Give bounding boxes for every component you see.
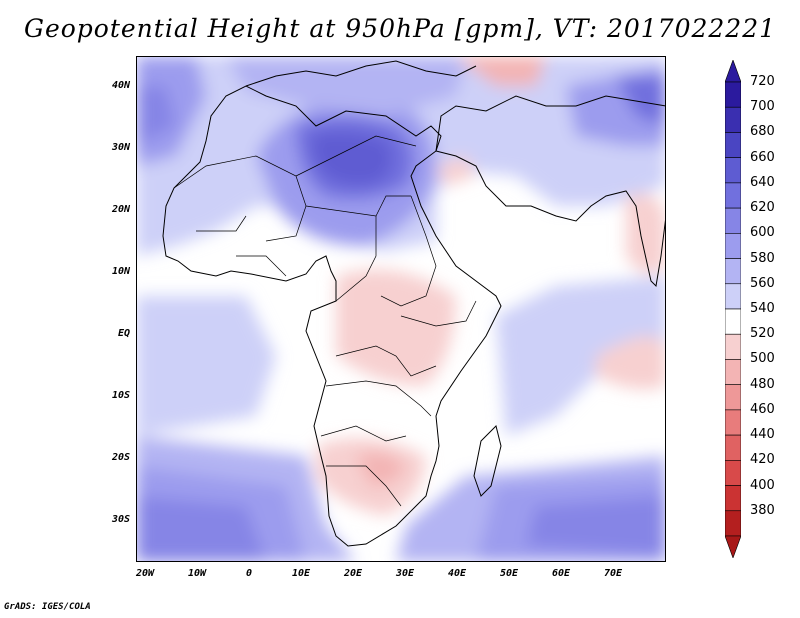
colorbar-segment <box>725 359 741 385</box>
lon-label-0: 0 <box>245 568 253 579</box>
lon-label-10e: 10E <box>291 568 311 579</box>
colorbar-label: 560 <box>750 275 775 291</box>
colorbar-label: 500 <box>750 351 775 367</box>
lon-label-30e: 30E <box>395 568 415 579</box>
colorbar-segment <box>725 132 741 158</box>
colorbar-label: 480 <box>750 376 775 392</box>
colorbar-label: 680 <box>750 124 775 140</box>
lat-label-10s: 10S <box>111 390 130 401</box>
colorbar-label: 380 <box>750 502 775 518</box>
colorbar-segment <box>725 207 741 234</box>
lat-label-30n: 30N <box>111 142 130 153</box>
colorbar-segment <box>725 182 741 209</box>
lon-label-10w: 10W <box>187 568 207 579</box>
colorbar <box>725 60 741 558</box>
lat-label-20s: 20S <box>111 452 130 463</box>
lat-label-30s: 30S <box>111 514 130 525</box>
lon-label-50e: 50E <box>499 568 519 579</box>
map-frame <box>136 56 666 562</box>
colorbar-segment <box>725 157 741 184</box>
lat-label-10n: 10N <box>111 266 130 277</box>
lon-label-20w: 20W <box>135 568 155 579</box>
colorbar-segment <box>725 106 741 133</box>
lon-label-20e: 20E <box>343 568 363 579</box>
colorbar-segment <box>725 460 741 486</box>
colorbar-segment <box>725 333 741 360</box>
colorbar-segment <box>725 81 741 108</box>
colorbar-label: 440 <box>750 427 775 443</box>
grads-credit: GrADS: IGES/COLA <box>4 602 91 612</box>
geopotential-map <box>136 56 666 562</box>
colorbar-label: 620 <box>750 200 775 216</box>
colorbar-label: 640 <box>750 174 775 190</box>
colorbar-label: 580 <box>750 250 775 266</box>
colorbar-segment <box>725 510 741 537</box>
height-field <box>136 56 666 562</box>
lat-label-40n: 40N <box>111 80 130 91</box>
colorbar-segment <box>725 233 741 259</box>
colorbar-label: 400 <box>750 477 775 493</box>
colorbar-segment <box>725 308 741 335</box>
coastlines <box>162 60 666 547</box>
lat-label-20n: 20N <box>111 204 130 215</box>
colorbar-segment <box>725 258 741 285</box>
colorbar-label: 420 <box>750 452 775 468</box>
colorbar-bottom-arrow <box>725 535 741 558</box>
colorbar-label: 700 <box>750 99 775 115</box>
colorbar-label: 660 <box>750 149 775 165</box>
borders <box>173 135 477 507</box>
colorbar-label: 540 <box>750 301 775 316</box>
colorbar-label: 460 <box>750 401 775 417</box>
colorbar-segment <box>725 283 741 310</box>
colorbar-label: 720 <box>750 74 775 89</box>
lon-label-40e: 40E <box>447 568 467 579</box>
map-title: Geopotential Height at 950hPa [gpm], VT:… <box>23 14 777 43</box>
colorbar-label: 600 <box>750 225 775 241</box>
colorbar-label: 520 <box>750 326 775 342</box>
colorbar-segment <box>725 434 741 461</box>
lon-label-70e: 70E <box>603 568 623 579</box>
lon-label-60e: 60E <box>551 568 571 579</box>
colorbar-segment <box>725 384 741 411</box>
colorbar-top-arrow <box>725 60 741 83</box>
colorbar-segment <box>725 409 741 436</box>
colorbar-segment <box>725 485 741 512</box>
lat-label-eq: EQ <box>117 328 130 339</box>
